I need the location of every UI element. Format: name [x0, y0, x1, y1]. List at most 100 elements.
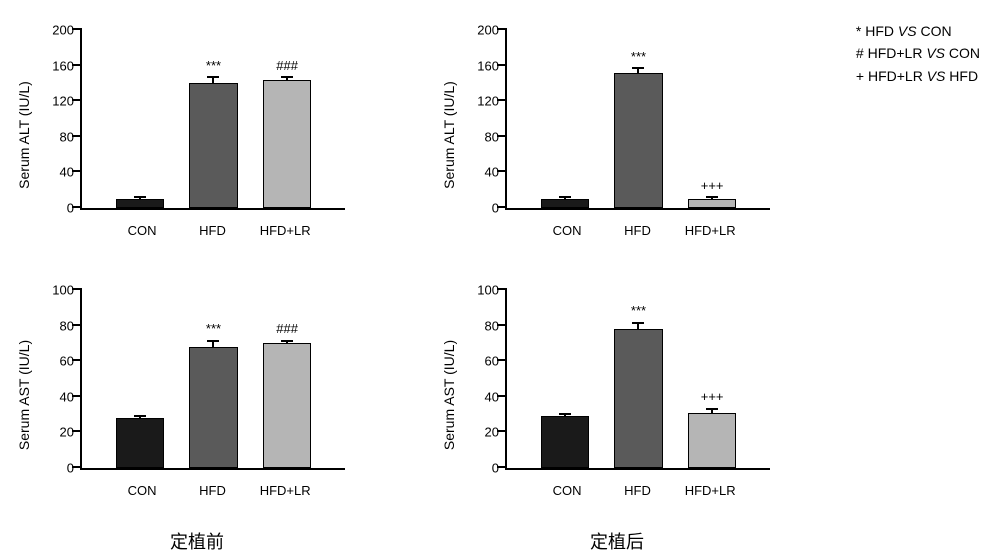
error-bar [286, 340, 288, 344]
y-tick-label: 80 [38, 318, 74, 333]
error-bar [564, 196, 566, 199]
significance-marker: *** [189, 321, 238, 336]
y-tick-label: 80 [38, 129, 74, 144]
y-tick-label: 60 [463, 354, 499, 369]
bar-con [116, 290, 165, 468]
y-tick-label: 160 [38, 58, 74, 73]
bar-con [541, 290, 590, 468]
x-category-label: CON [544, 483, 591, 498]
significance-marker: *** [614, 49, 663, 64]
bar [263, 80, 312, 208]
chart-grid: Serum ALT (IU/L) ***### 04080120160200 C… [20, 20, 780, 510]
bar-con [541, 30, 590, 208]
y-tick-label: 0 [38, 461, 74, 476]
y-tick-label: 100 [38, 283, 74, 298]
error-bar [711, 196, 713, 199]
y-tick-label: 40 [463, 389, 499, 404]
bar [189, 83, 238, 208]
y-tick-label: 60 [38, 354, 74, 369]
x-category-labels: CONHFDHFD+LR [80, 483, 345, 498]
legend-text: HFD VS CON [865, 23, 951, 39]
error-bar [286, 76, 288, 80]
bars: *** +++ [507, 290, 770, 468]
x-category-label: HFD+LR [685, 223, 732, 238]
x-category-label: CON [544, 223, 591, 238]
x-category-label: HFD [614, 483, 661, 498]
bars: *** +++ [507, 30, 770, 208]
significance-marker: ### [263, 58, 312, 73]
bar-hfd: *** [614, 30, 663, 208]
y-tick-label: 160 [463, 58, 499, 73]
legend: * HFD VS CON # HFD+LR VS CON + HFD+LR VS… [856, 20, 980, 87]
bars: *** ### [82, 290, 345, 468]
legend-text: HFD+LR VS HFD [868, 68, 978, 84]
error-bar [139, 415, 141, 419]
bar-hfd: *** [189, 290, 238, 468]
bar [688, 199, 737, 208]
y-tick-label: 80 [463, 129, 499, 144]
significance-marker: *** [189, 58, 238, 73]
y-tick-label: 80 [463, 318, 499, 333]
y-tick-label: 20 [38, 425, 74, 440]
error-bar [564, 413, 566, 417]
chart-area: ***+++ 020406080100 [505, 290, 770, 470]
x-category-label: HFD [189, 223, 236, 238]
y-tick-label: 40 [38, 165, 74, 180]
y-axis-label: Serum ALT (IU/L) [441, 81, 457, 189]
y-tick-label: 120 [38, 94, 74, 109]
y-tick-label: 40 [463, 165, 499, 180]
bar [614, 73, 663, 208]
bar-hfd-lr: +++ [688, 290, 737, 468]
x-category-labels: CON HFD HFD+LR [505, 483, 770, 498]
panel-alt-post: Serum ALT (IU/L) ***+++ 04080120160200 C… [445, 20, 780, 250]
y-tick-label: 200 [463, 23, 499, 38]
y-ticks [497, 290, 507, 468]
y-axis-label: Serum AST (IU/L) [441, 340, 457, 450]
bar [614, 329, 663, 468]
error-bar [637, 322, 639, 329]
legend-symbol: * [856, 23, 861, 39]
bars: *** ### [82, 30, 345, 208]
error-bar [637, 67, 639, 72]
x-category-label: HFD+LR [260, 223, 307, 238]
chart-area: ***### 04080120160200 [80, 30, 345, 210]
legend-row-hash: # HFD+LR VS CON [856, 42, 980, 64]
significance-marker: ### [263, 321, 312, 336]
y-tick-label: 40 [38, 389, 74, 404]
chart-area: ***+++ 04080120160200 [505, 30, 770, 210]
y-ticks [497, 30, 507, 208]
significance-marker: *** [614, 303, 663, 318]
caption-pre: 定植前 [170, 528, 224, 554]
x-category-label: HFD [189, 483, 236, 498]
error-bar [212, 76, 214, 83]
x-category-labels: CONHFDHFD+LR [505, 223, 770, 238]
y-axis-label: Serum AST (IU/L) [16, 340, 32, 450]
bar-hfd-lr: ### [263, 290, 312, 468]
caption-post: 定植后 [590, 528, 644, 554]
y-tick-label: 0 [38, 201, 74, 216]
bar-hfd: *** [614, 290, 663, 468]
legend-text: HFD+LR VS CON [868, 45, 980, 61]
y-tick-label: 200 [38, 23, 74, 38]
legend-row-star: * HFD VS CON [856, 20, 980, 42]
x-category-label: HFD+LR [685, 483, 732, 498]
panel-ast-post: Serum AST (IU/L) ***+++ 020406080100 CON… [445, 280, 780, 510]
significance-marker: +++ [688, 178, 737, 193]
y-axis-label: Serum ALT (IU/L) [16, 81, 32, 189]
chart-area: ***### 020406080100 [80, 290, 345, 470]
x-category-labels: CONHFDHFD+LR [80, 223, 345, 238]
y-tick-label: 20 [463, 425, 499, 440]
y-ticks [72, 290, 82, 468]
legend-symbol: # [856, 45, 864, 61]
y-tick-label: 0 [463, 201, 499, 216]
panel-ast-pre: Serum AST (IU/L) ***### 020406080100 CON… [20, 280, 355, 510]
error-bar [711, 408, 713, 413]
x-category-label: HFD+LR [260, 483, 307, 498]
bar-hfd-lr: +++ [688, 30, 737, 208]
significance-marker: +++ [688, 389, 737, 404]
panel-alt-pre: Serum ALT (IU/L) ***### 04080120160200 C… [20, 20, 355, 250]
y-ticks [72, 30, 82, 208]
bar [541, 199, 590, 208]
bar [688, 413, 737, 468]
legend-row-plus: + HFD+LR VS HFD [856, 65, 980, 87]
